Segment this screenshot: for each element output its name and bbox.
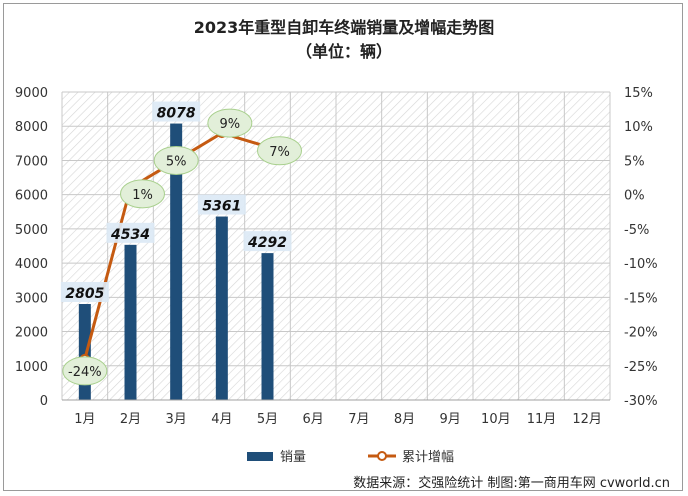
bar-sales — [261, 253, 274, 400]
y-left-tick-label: 5000 — [15, 223, 48, 238]
legend-swatch-sales — [247, 452, 273, 461]
bar-label-box — [60, 282, 109, 303]
bar-sales — [170, 123, 183, 400]
x-tick-label: 12月 — [572, 412, 602, 427]
growth-label-bubble — [120, 179, 165, 209]
x-tick-label: 3月 — [166, 412, 187, 427]
y-left-tick-label: 0 — [40, 394, 48, 409]
bar-sales — [215, 216, 228, 400]
y-right-tick-label: 0% — [624, 189, 645, 204]
chart-subtitle: （单位：辆） — [295, 42, 392, 61]
y-right-tick-label: -25% — [624, 360, 658, 375]
x-tick-label: 2月 — [120, 412, 141, 427]
y-right-tick-label: 15% — [624, 86, 653, 101]
x-tick-label: 8月 — [394, 412, 415, 427]
bar-sales — [124, 244, 137, 400]
data-source: 数据来源：交强险统计 制图:第一商用车网 cvworld.cn — [353, 476, 670, 491]
growth-value-label: 1% — [132, 188, 153, 203]
x-tick-label: 6月 — [303, 412, 324, 427]
x-tick-label: 4月 — [211, 412, 232, 427]
y-left-tick-label: 2000 — [15, 326, 48, 341]
legend-marker-growth — [377, 451, 387, 461]
bar-label-box — [106, 222, 155, 243]
y-right-tick-label: -5% — [624, 223, 649, 238]
y-left-tick-label: 8000 — [15, 120, 48, 135]
bar-value-label: 4292 — [247, 235, 287, 251]
growth-value-label: 5% — [166, 154, 187, 169]
growth-value-label: 7% — [269, 145, 290, 160]
y-right-tick-label: -20% — [624, 326, 658, 341]
growth-label-bubble — [257, 136, 302, 166]
bar-sales — [78, 304, 91, 400]
x-tick-label: 9月 — [440, 412, 461, 427]
x-tick-label: 1月 — [74, 412, 95, 427]
y-right-tick-label: -30% — [624, 394, 658, 409]
bar-label-box — [152, 101, 201, 122]
growth-label-bubble — [62, 356, 108, 386]
chart-frame — [3, 3, 683, 491]
bar-label-box — [243, 231, 292, 252]
y-left-tick-label: 6000 — [15, 189, 48, 204]
y-right-tick-label: -15% — [624, 291, 658, 306]
bar-value-label: 2805 — [65, 286, 104, 302]
y-left-tick-label: 1000 — [15, 360, 48, 375]
growth-label-bubble — [207, 108, 253, 138]
growth-value-label: -24% — [68, 365, 102, 380]
chart-title: 2023年重型自卸车终端销量及增幅走势图 — [193, 18, 495, 37]
legend-label-growth: 累计增幅 — [402, 450, 454, 465]
y-right-tick-label: 5% — [624, 154, 645, 169]
bar-value-label: 8078 — [157, 106, 196, 122]
growth-label-bubble — [153, 145, 199, 175]
y-left-tick-label: 9000 — [15, 86, 48, 101]
growth-value-label: 9% — [220, 117, 241, 132]
y-right-tick-label: -10% — [624, 257, 658, 272]
y-left-tick-label: 7000 — [15, 154, 48, 169]
bar-label-box — [197, 194, 246, 215]
x-tick-label: 11月 — [527, 412, 557, 427]
x-tick-label: 10月 — [481, 412, 511, 427]
y-right-tick-label: 10% — [624, 120, 653, 135]
bar-value-label: 5361 — [202, 199, 241, 215]
legend-label-sales: 销量 — [280, 450, 306, 465]
y-left-tick-label: 4000 — [15, 257, 48, 272]
x-tick-label: 5月 — [257, 412, 278, 427]
x-tick-label: 7月 — [348, 412, 369, 427]
y-left-tick-label: 3000 — [15, 291, 48, 306]
bar-value-label: 4534 — [110, 227, 150, 243]
